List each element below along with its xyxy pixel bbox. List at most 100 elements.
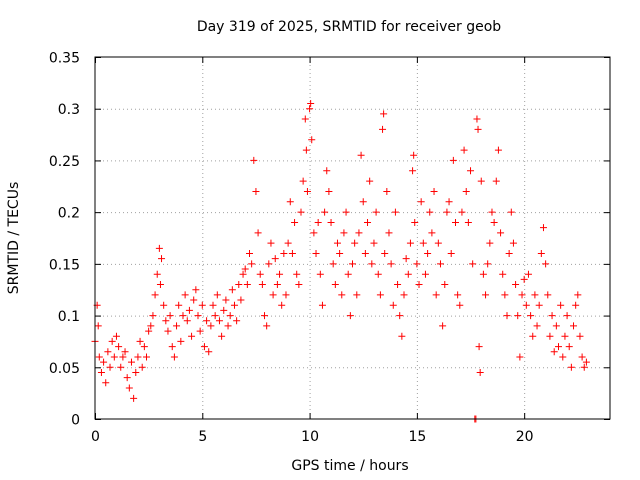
data-point xyxy=(539,224,547,232)
data-point xyxy=(555,343,562,351)
data-point xyxy=(570,322,578,330)
data-point xyxy=(224,322,232,330)
data-point xyxy=(147,322,155,330)
x-tick-label: 0 xyxy=(91,429,100,445)
data-point xyxy=(394,281,402,289)
data-point xyxy=(391,208,399,216)
data-point xyxy=(282,291,290,299)
data-point xyxy=(548,312,556,320)
data-point xyxy=(499,270,507,278)
data-point xyxy=(104,348,112,356)
data-point xyxy=(181,291,189,299)
data-point xyxy=(108,337,116,345)
data-point xyxy=(276,270,284,278)
chart-title: Day 319 of 2025, SRMTID for receiver geo… xyxy=(197,19,501,35)
data-point xyxy=(389,301,397,309)
data-point xyxy=(192,286,200,294)
data-point xyxy=(168,343,176,351)
data-point xyxy=(110,353,118,361)
data-point xyxy=(338,291,346,299)
data-point xyxy=(357,151,365,159)
data-point xyxy=(301,115,309,123)
data-point xyxy=(140,343,148,351)
data-point xyxy=(376,291,384,299)
data-point xyxy=(469,260,477,268)
data-point xyxy=(574,291,582,299)
data-point xyxy=(503,312,511,320)
data-point xyxy=(417,198,425,206)
data-point xyxy=(237,296,245,304)
data-point xyxy=(464,218,472,226)
data-point xyxy=(474,125,482,133)
data-point xyxy=(488,208,496,216)
data-point xyxy=(261,312,269,320)
data-point xyxy=(248,260,256,268)
data-point xyxy=(336,250,344,258)
data-point xyxy=(344,270,352,278)
y-tick-label: 0.1 xyxy=(58,309,80,325)
data-point xyxy=(520,275,528,283)
data-point xyxy=(323,167,331,175)
data-point xyxy=(179,312,187,320)
data-point xyxy=(424,250,432,258)
data-point xyxy=(117,363,125,371)
data-point xyxy=(194,312,202,320)
data-point xyxy=(291,218,299,226)
data-point xyxy=(434,239,442,247)
data-point xyxy=(271,255,279,263)
data-point xyxy=(115,343,123,351)
data-point xyxy=(537,250,545,258)
data-point xyxy=(580,363,588,371)
data-point xyxy=(97,368,105,376)
y-tick-labels: 0 0.05 0.1 0.15 0.2 0.25 0.3 0.35 xyxy=(49,51,80,429)
data-point xyxy=(200,343,208,351)
data-point xyxy=(364,218,372,226)
data-point xyxy=(284,239,292,247)
data-point xyxy=(443,208,451,216)
data-point xyxy=(239,270,247,278)
data-point xyxy=(512,281,520,289)
data-point xyxy=(454,291,462,299)
data-point xyxy=(254,229,262,237)
data-point xyxy=(218,332,226,340)
data-point xyxy=(359,198,367,206)
y-tick-label: 0.3 xyxy=(58,102,80,118)
data-point xyxy=(531,291,539,299)
data-point xyxy=(567,363,575,371)
data-point xyxy=(475,343,483,351)
data-point xyxy=(329,260,337,268)
data-point xyxy=(467,167,475,175)
data-point xyxy=(267,239,275,247)
data-point xyxy=(361,250,369,258)
data-point xyxy=(370,239,378,247)
data-point xyxy=(406,239,414,247)
data-point xyxy=(158,255,166,263)
data-point xyxy=(561,332,569,340)
data-point xyxy=(522,301,530,309)
data-point xyxy=(321,208,329,216)
data-point xyxy=(183,317,191,325)
data-point xyxy=(340,229,348,237)
data-point xyxy=(127,358,135,366)
data-point xyxy=(576,332,584,340)
data-point xyxy=(559,353,567,361)
data-point xyxy=(175,301,183,309)
data-point xyxy=(196,327,204,335)
data-point xyxy=(432,291,440,299)
data-point xyxy=(447,250,455,258)
data-point xyxy=(490,218,498,226)
data-point xyxy=(479,270,487,278)
data-point xyxy=(230,301,238,309)
data-point xyxy=(482,291,490,299)
x-tick-label: 5 xyxy=(198,429,207,445)
data-point xyxy=(516,353,524,361)
data-point xyxy=(306,105,314,113)
data-point xyxy=(170,353,178,361)
data-point xyxy=(316,270,324,278)
data-point xyxy=(509,239,517,247)
y-tick-label: 0.35 xyxy=(49,51,80,67)
data-point xyxy=(421,270,429,278)
data-point xyxy=(527,312,535,320)
data-point xyxy=(278,301,286,309)
data-point xyxy=(188,332,196,340)
